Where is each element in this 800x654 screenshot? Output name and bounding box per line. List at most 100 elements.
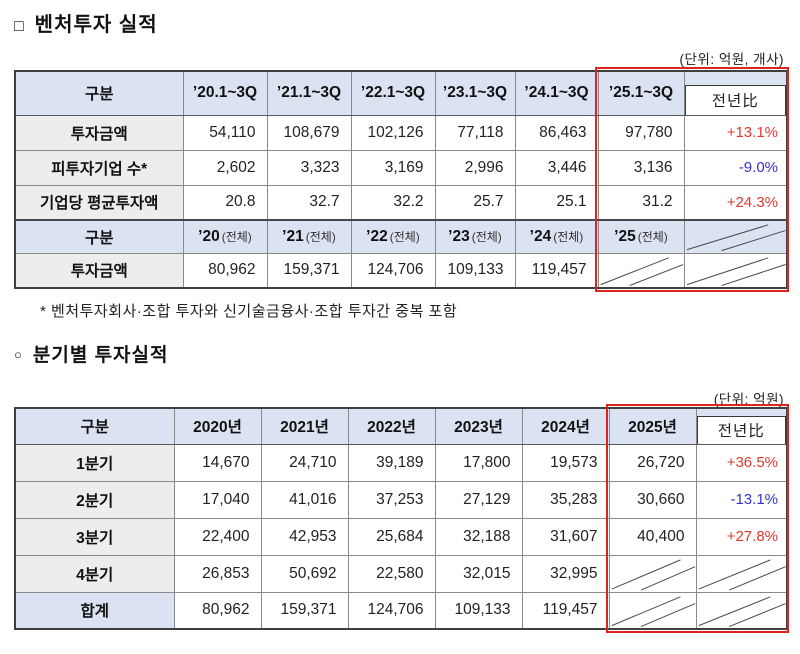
value-cell: 20.8 — [182, 184, 268, 221]
value-cell: 109,133 — [434, 591, 523, 630]
section2-title-text: 분기별 투자실적 — [32, 345, 169, 366]
table-row-avg-per-company: 기업당 평균투자액 20.8 32.7 32.2 25.7 25.1 31.2 … — [14, 184, 788, 221]
value-cell: 159,371 — [260, 591, 349, 630]
value-cell: 80,962 — [182, 252, 268, 289]
value-cell: 37,253 — [347, 480, 436, 519]
annual-year-cell: ’23 (전체) — [434, 219, 516, 254]
yoy-cell: +24.3% — [683, 184, 788, 221]
yoy-cell: -13.1% — [695, 480, 788, 519]
col-header-2023: 2023년 — [434, 407, 523, 445]
value-cell: 32.2 — [350, 184, 436, 221]
col-header-2024: 2024년 — [521, 407, 610, 445]
col-header-yoy: 전년比 — [683, 70, 788, 116]
value-cell: 27,129 — [434, 480, 523, 519]
unit-note-2: (단위: 억원) — [713, 392, 784, 407]
quarterly-investment-table-wrap: 구분 2020년 2021년 2022년 2023년 2024년 2025년 전… — [14, 404, 789, 633]
value-cell: 102,126 — [350, 114, 436, 151]
col-header-2022: 2022년 — [347, 407, 436, 445]
value-cell: 119,457 — [514, 252, 599, 289]
annual-header-label: 구분 — [14, 219, 184, 254]
value-cell: 108,679 — [266, 114, 352, 151]
yoy-cell: +36.5% — [695, 443, 788, 482]
col-header-23: ’23.1~3Q — [434, 70, 516, 116]
value-cell: 3,136 — [597, 149, 685, 186]
value-cell: 32,015 — [434, 554, 523, 593]
na-cell — [608, 554, 697, 593]
annual-year-cell: ’22 (전체) — [350, 219, 436, 254]
annual-year-cell: ’20 (전체) — [182, 219, 268, 254]
na-slash-icon — [599, 254, 684, 288]
row-label: 기업당 평균투자액 — [14, 184, 184, 221]
value-cell: 40,400 — [608, 517, 697, 556]
quarterly-investment-table: 구분 2020년 2021년 2022년 2023년 2024년 2025년 전… — [14, 407, 788, 630]
table2-header-row: 구분 2020년 2021년 2022년 2023년 2024년 2025년 전… — [14, 407, 788, 445]
annual-year-cell: ’24 (전체) — [514, 219, 599, 254]
unit-note-1: (단위: 억원, 개사) — [679, 52, 784, 67]
value-cell: 32,188 — [434, 517, 523, 556]
value-cell: 35,283 — [521, 480, 610, 519]
value-cell: 2,996 — [434, 149, 516, 186]
footnote: * 벤처투자회사·조합 투자와 신기술금융사·조합 투자간 중복 포함 — [40, 303, 458, 320]
col-header-24: ’24.1~3Q — [514, 70, 599, 116]
col-header-2025: 2025년 — [608, 407, 697, 445]
table1-annual-header-row: 구분 ’20 (전체) ’21 (전체) ’22 (전체) ’23 (전체) ’24 (전… — [14, 219, 788, 254]
table-row-q1: 1분기 14,670 24,710 39,189 17,800 19,573 2… — [14, 443, 788, 482]
table-row-invested-companies: 피투자기업 수* 2,602 3,323 3,169 2,996 3,446 3… — [14, 149, 788, 186]
value-cell: 25.7 — [434, 184, 516, 221]
square-bullet-icon: □ — [14, 18, 25, 35]
value-cell: 3,169 — [350, 149, 436, 186]
row-label: 합계 — [14, 591, 175, 630]
yoy-cell: +27.8% — [695, 517, 788, 556]
na-slash-icon — [685, 221, 787, 253]
value-cell: 3,323 — [266, 149, 352, 186]
row-label: 투자금액 — [14, 114, 184, 151]
yoy-cell: -9.0% — [683, 149, 788, 186]
yoy-header-box: 전년比 — [685, 84, 786, 114]
row-label: 피투자기업 수* — [14, 149, 184, 186]
value-cell: 39,189 — [347, 443, 436, 482]
value-cell: 159,371 — [266, 252, 352, 289]
na-slash-icon — [610, 593, 696, 629]
col-header-25: ’25.1~3Q — [597, 70, 685, 116]
value-cell: 2,602 — [182, 149, 268, 186]
table-row-q4: 4분기 26,853 50,692 22,580 32,015 32,995 — [14, 554, 788, 593]
value-cell: 19,573 — [521, 443, 610, 482]
table-row-q2: 2분기 17,040 41,016 37,253 27,129 35,283 3… — [14, 480, 788, 519]
row-label: 3분기 — [14, 517, 175, 556]
row-label: 투자금액 — [14, 252, 184, 289]
value-cell: 124,706 — [347, 591, 436, 630]
value-cell: 22,400 — [173, 517, 262, 556]
value-cell: 31.2 — [597, 184, 685, 221]
value-cell: 24,710 — [260, 443, 349, 482]
section2-title: ○ 분기별 투자실적 — [14, 340, 169, 367]
value-cell: 32,995 — [521, 554, 610, 593]
annual-year-cell: ’21 (전체) — [266, 219, 352, 254]
annual-year-cell: ’25 (전체) — [597, 219, 685, 254]
row-label: 2분기 — [14, 480, 175, 519]
table-row-q3: 3분기 22,400 42,953 25,684 32,188 31,607 4… — [14, 517, 788, 556]
na-cell — [683, 252, 788, 289]
circle-bullet-icon: ○ — [14, 347, 23, 362]
value-cell: 109,133 — [434, 252, 516, 289]
col-header-20: ’20.1~3Q — [182, 70, 268, 116]
col-header-22: ’22.1~3Q — [350, 70, 436, 116]
col-header-gubun: 구분 — [14, 407, 175, 445]
value-cell: 26,853 — [173, 554, 262, 593]
section1-title-text: 벤처투자 실적 — [34, 14, 158, 36]
value-cell: 124,706 — [350, 252, 436, 289]
row-label: 4분기 — [14, 554, 175, 593]
na-slash-icon — [610, 556, 696, 592]
row-label: 1분기 — [14, 443, 175, 482]
na-slash-icon — [697, 593, 787, 629]
na-cell — [597, 252, 685, 289]
value-cell: 42,953 — [260, 517, 349, 556]
value-cell: 41,016 — [260, 480, 349, 519]
venture-investment-table-wrap: 구분 ’20.1~3Q ’21.1~3Q ’22.1~3Q ’23.1~3Q ’… — [14, 67, 789, 292]
value-cell: 14,670 — [173, 443, 262, 482]
value-cell: 97,780 — [597, 114, 685, 151]
na-slash-icon — [697, 556, 787, 592]
value-cell: 17,800 — [434, 443, 523, 482]
value-cell: 77,118 — [434, 114, 516, 151]
value-cell: 30,660 — [608, 480, 697, 519]
na-slash-icon — [685, 254, 787, 288]
